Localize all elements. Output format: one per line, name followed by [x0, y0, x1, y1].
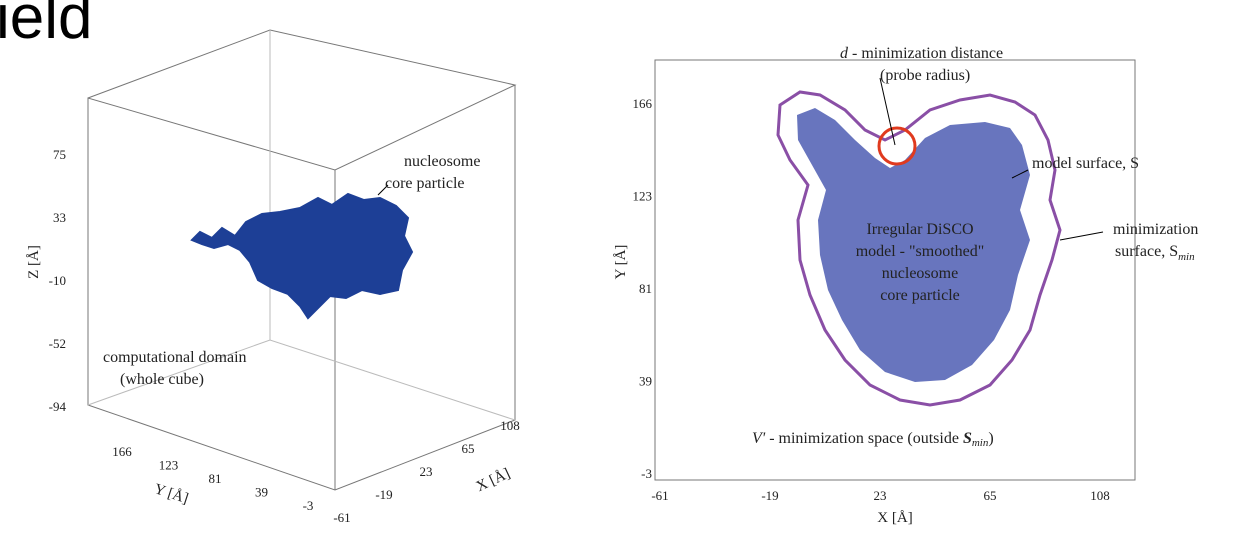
- annotation: (whole cube): [120, 371, 204, 388]
- tick-label: 23: [420, 464, 433, 479]
- tick-label: -94: [49, 399, 67, 414]
- tick-label: 108: [500, 418, 520, 433]
- annotation: model surface, S: [1032, 155, 1139, 172]
- annotation-part: min: [1178, 251, 1195, 263]
- annotation: nucleosome: [882, 265, 958, 282]
- axis-label: Y [Å]: [152, 481, 190, 507]
- annotation-part: V': [752, 430, 766, 447]
- tick-label: 65: [984, 488, 997, 503]
- tick-label: 123: [159, 458, 179, 473]
- nucleosome-blob: [190, 192, 414, 320]
- pointer: [1011, 169, 1029, 179]
- annotation: Irregular DiSCO: [866, 221, 973, 238]
- tick-label: 39: [255, 485, 268, 500]
- probe-circle: [877, 126, 917, 166]
- axis-label: X [Å]: [474, 466, 513, 495]
- tick-label: 166: [633, 96, 653, 111]
- axis-label: X [Å]: [877, 510, 912, 526]
- pointer: [879, 77, 896, 146]
- pointer: [377, 184, 389, 196]
- annotation: core particle: [880, 287, 960, 304]
- annotation: core particle: [385, 175, 465, 192]
- tick-label: 81: [639, 281, 652, 296]
- tick-label: -3: [641, 466, 652, 481]
- tick-label: -52: [49, 336, 66, 351]
- pointer: [1059, 231, 1104, 241]
- annotation-part: - minimization distance: [848, 45, 1003, 62]
- tick-label: 65: [462, 441, 475, 456]
- tick-label: -19: [761, 488, 778, 503]
- annotation: V' - minimization space (outside Smin): [752, 430, 994, 449]
- tick-label: 39: [639, 374, 652, 389]
- tick-label: -10: [49, 273, 66, 288]
- tick-label: 123: [633, 189, 653, 204]
- annotation: surface, Smin: [1115, 243, 1195, 263]
- annotation-part: min: [972, 437, 989, 449]
- annotation: d - minimization distance: [840, 45, 1003, 62]
- tick-label: 23: [874, 488, 887, 503]
- model-label: Irregular DiSCO model - "smoothed" nucle…: [856, 221, 985, 304]
- annotation-part: ): [988, 430, 993, 447]
- tick-label: 166: [112, 444, 132, 459]
- annotation-part: surface, S: [1115, 243, 1178, 260]
- model-fill: [797, 108, 1030, 382]
- annotation-part: - minimization space (outside: [765, 430, 963, 447]
- annotation: minimization: [1113, 221, 1198, 238]
- axis-label: Y [Å]: [613, 245, 629, 280]
- page-title: ield: [0, 0, 93, 52]
- annotation: computational domain: [103, 349, 247, 366]
- tick-label: -61: [333, 510, 350, 525]
- annotation-part: S: [963, 430, 972, 447]
- annotation: nucleosome: [404, 153, 480, 170]
- tick-label: 81: [209, 471, 222, 486]
- annotation: (probe radius): [880, 67, 970, 84]
- tick-label: 33: [53, 210, 66, 225]
- tick-label: -61: [651, 488, 668, 503]
- annotation: model - "smoothed": [856, 243, 985, 260]
- tick-label: -19: [375, 487, 392, 502]
- tick-label: -3: [303, 498, 314, 513]
- tick-label: 108: [1090, 488, 1110, 503]
- plot-frame: [654, 59, 1136, 481]
- annotation-part: d: [840, 45, 849, 62]
- tick-label: 75: [53, 147, 66, 162]
- axis-label: Z [Å]: [26, 245, 42, 279]
